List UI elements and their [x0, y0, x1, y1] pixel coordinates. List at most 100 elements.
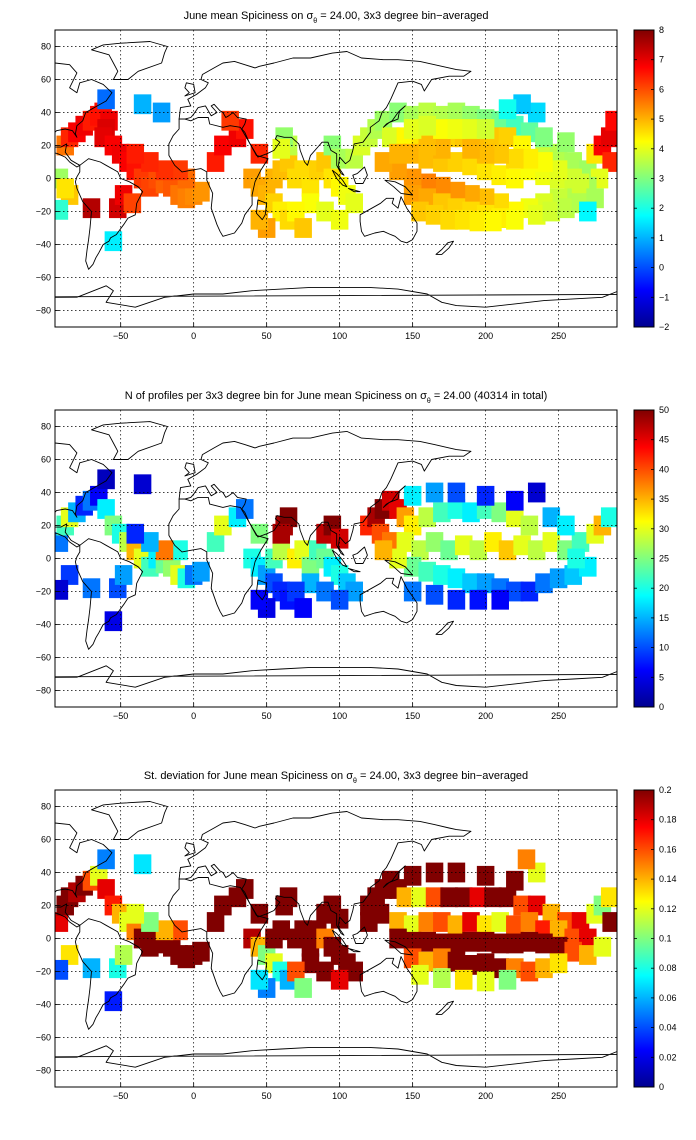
- data-cell: [403, 915, 422, 936]
- data-cell: [462, 155, 480, 176]
- data-cell: [484, 887, 502, 908]
- data-cell: [301, 573, 320, 594]
- x-tick-label: 250: [551, 1091, 566, 1101]
- data-cell: [542, 903, 561, 924]
- coastline: [168, 877, 269, 997]
- data-cell: [250, 209, 269, 230]
- y-tick-label: 60: [41, 75, 51, 85]
- data-cell: [527, 204, 546, 225]
- colorbar-tick-label: 50: [659, 405, 669, 415]
- colorbar-tick-label: 0.2: [659, 785, 672, 795]
- data-cell: [564, 565, 582, 585]
- data-cell: [527, 540, 546, 561]
- coastline: [382, 865, 406, 888]
- coastline: [352, 166, 368, 184]
- data-cell: [56, 178, 74, 199]
- data-cell: [301, 953, 320, 974]
- data-cell: [214, 895, 232, 916]
- data-cell: [527, 895, 546, 916]
- y-tick-label: −20: [36, 207, 51, 217]
- colorbar-tick-label: 3: [659, 174, 664, 184]
- y-tick-label: 60: [41, 835, 51, 845]
- y-tick-label: 0: [46, 554, 51, 564]
- data-cell: [462, 931, 480, 952]
- y-tick-label: −20: [36, 967, 51, 977]
- data-cell: [301, 176, 320, 197]
- data-cell: [345, 193, 364, 214]
- data-cell: [484, 211, 502, 232]
- data-cell: [535, 573, 553, 594]
- data-cell: [513, 535, 531, 556]
- data-cell: [345, 581, 364, 602]
- title-part: θ: [353, 778, 357, 785]
- data-cell: [82, 958, 101, 979]
- data-cell: [476, 485, 495, 506]
- data-cell: [316, 581, 334, 602]
- data-cell: [447, 152, 466, 172]
- coastline: [331, 169, 348, 188]
- data-cell: [236, 879, 254, 899]
- data-cell: [527, 482, 546, 503]
- coastline: [184, 82, 196, 97]
- data-cell: [469, 211, 488, 232]
- colorbar-tick-label: 20: [659, 583, 669, 593]
- x-tick-label: −50: [113, 1091, 128, 1101]
- data-cell: [60, 945, 79, 965]
- data-cell: [506, 490, 524, 511]
- coastline: [435, 240, 454, 255]
- coastline: [178, 51, 472, 176]
- data-cell: [513, 94, 531, 115]
- data-cell: [396, 887, 415, 908]
- data-cell: [602, 152, 617, 172]
- data-cell: [294, 598, 312, 618]
- data-cell: [433, 948, 451, 969]
- data-cell: [403, 485, 422, 506]
- data-cell: [542, 507, 561, 528]
- coastline: [382, 485, 406, 508]
- x-tick-label: 100: [332, 1091, 347, 1101]
- data-cell: [520, 581, 539, 602]
- title-part: N of profiles per 3x3 degree bin for Jun…: [125, 390, 420, 402]
- coastline: [91, 41, 168, 80]
- data-cell: [498, 540, 517, 561]
- data-cell: [403, 931, 422, 952]
- data-cell: [192, 941, 210, 962]
- coastline: [168, 117, 269, 237]
- x-tick-label: 50: [262, 1091, 272, 1101]
- colorbar-tick-label: 0: [659, 263, 664, 273]
- colorbar-tick-label: −1: [659, 292, 669, 302]
- y-tick-label: 60: [41, 455, 51, 465]
- data-cell: [433, 176, 451, 197]
- data-cell: [506, 581, 524, 602]
- coastline: [382, 105, 406, 128]
- data-cell: [506, 507, 524, 528]
- colorbar-tick-label: 0.04: [659, 1023, 677, 1033]
- data-cell: [535, 152, 553, 172]
- data-cell: [206, 912, 225, 932]
- x-tick-label: 150: [405, 331, 420, 341]
- data-cell: [55, 959, 69, 980]
- data-cell: [411, 887, 429, 908]
- data-cell: [506, 168, 524, 189]
- colorbar-tick-label: 7: [659, 55, 664, 65]
- data-cell: [381, 127, 400, 148]
- x-tick-label: 100: [332, 331, 347, 341]
- colorbar-tick-label: 4: [659, 144, 664, 154]
- data-cell: [498, 887, 517, 908]
- data-cell: [440, 887, 458, 908]
- data-cell: [55, 579, 69, 600]
- coastline: [255, 199, 268, 221]
- coastline: [184, 842, 196, 857]
- colorbar-tick-label: 0.08: [659, 963, 677, 973]
- data-cell: [447, 119, 466, 139]
- data-cell: [104, 991, 123, 1012]
- data-cell: [447, 951, 466, 972]
- y-tick-label: −40: [36, 620, 51, 630]
- data-cell: [389, 160, 407, 181]
- data-cell: [605, 110, 617, 131]
- y-tick-label: 80: [41, 802, 51, 812]
- panel-title: June mean Spiciness on σθ = 24.00, 3x3 d…: [184, 10, 489, 25]
- x-tick-label: 0: [191, 1091, 196, 1101]
- data-cell: [123, 193, 142, 214]
- coastline: [74, 158, 144, 270]
